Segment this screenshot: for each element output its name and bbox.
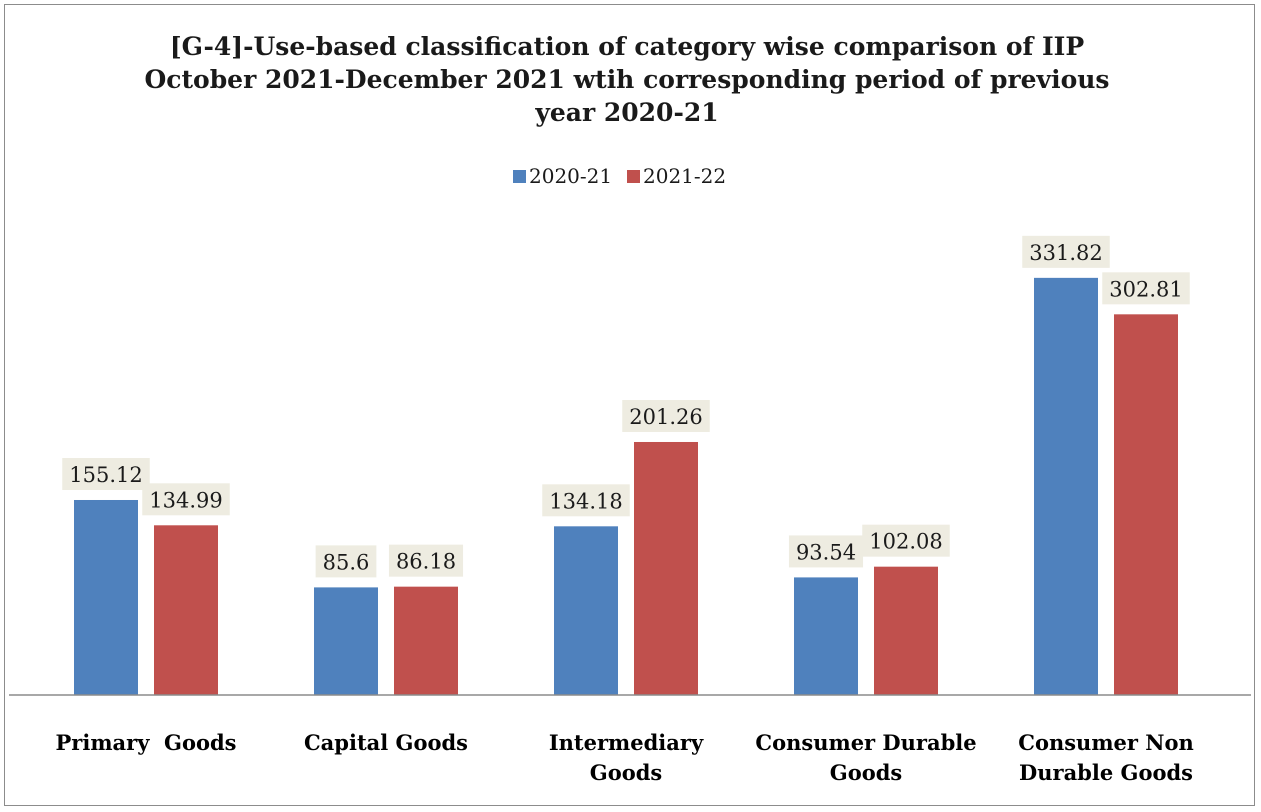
bar — [314, 587, 378, 695]
data-label: 134.18 — [542, 484, 630, 517]
data-label-text: 155.12 — [69, 463, 142, 487]
category-labels: Primary Goods Capital Goods Intermediary Go… — [55, 730, 1193, 785]
data-label-background — [788, 535, 864, 568]
data-label-background — [388, 544, 464, 577]
data-label-background — [542, 484, 630, 517]
bar-area — [74, 277, 1178, 695]
data-label-text: 302.81 — [1109, 277, 1182, 301]
data-label-background — [622, 399, 710, 432]
bar — [74, 499, 138, 695]
data-label-text: 134.18 — [549, 489, 622, 513]
data-label: 85.6 — [315, 545, 377, 578]
data-label: 331.82 — [1022, 235, 1110, 268]
legend-swatch — [513, 170, 526, 183]
chart-svg: [G-4]-Use-based classification of catego… — [9, 32, 1251, 785]
category-label: Durable Goods — [1019, 760, 1193, 785]
data-label: 102.08 — [862, 524, 950, 557]
legend-item: 2020-21 — [513, 164, 612, 188]
category-label: Capital Goods — [304, 730, 468, 755]
bar — [794, 577, 858, 695]
bar — [634, 441, 698, 695]
bar — [554, 526, 618, 695]
chart-title: [G-4]-Use-based classification of catego… — [144, 32, 1109, 127]
data-label-text: 134.99 — [149, 488, 222, 512]
data-label: 302.81 — [1102, 272, 1190, 305]
category-label: Goods — [590, 760, 662, 785]
bar — [154, 525, 218, 695]
data-label-background — [1102, 272, 1190, 305]
data-label-text: 102.08 — [869, 530, 942, 554]
category-label: Consumer Non — [1018, 730, 1194, 755]
data-label-text: 201.26 — [629, 405, 702, 429]
category-label: Goods — [830, 760, 902, 785]
chart-title-line: year 2020-21 — [534, 98, 718, 127]
data-label-text: 331.82 — [1029, 241, 1102, 265]
data-label: 155.12 — [62, 457, 150, 490]
data-label-text: 85.6 — [323, 550, 370, 574]
data-label-text: 93.54 — [796, 540, 856, 564]
data-label: 86.18 — [388, 544, 464, 577]
bar — [394, 586, 458, 695]
data-label-background — [315, 545, 377, 578]
chart-legend: 2020-21 2021-22 — [513, 164, 726, 188]
legend-item: 2021-22 — [627, 164, 726, 188]
legend-swatch — [627, 170, 640, 183]
data-label: 201.26 — [622, 399, 710, 432]
bar — [1114, 314, 1178, 695]
value-labels: 155.12 85.6 134.18 93.54 331.82 134.99 86.18 20… — [62, 235, 1190, 578]
legend-label: 2021-22 — [643, 164, 726, 188]
data-label: 93.54 — [788, 535, 864, 568]
bar — [874, 566, 938, 695]
legend-label: 2020-21 — [529, 164, 612, 188]
data-label: 134.99 — [142, 483, 230, 516]
category-label: Intermediary — [549, 730, 704, 755]
category-label: Consumer Durable — [755, 730, 976, 755]
data-label-text: 86.18 — [396, 550, 456, 574]
chart-title-line: October 2021-December 2021 wtih correspo… — [144, 65, 1109, 94]
data-label-background — [62, 457, 150, 490]
chart-frame: [G-4]-Use-based classification of catego… — [4, 4, 1255, 806]
bar — [1034, 277, 1098, 695]
data-label-background — [1022, 235, 1110, 268]
chart-title-line: [G-4]-Use-based classification of catego… — [170, 32, 1084, 61]
data-label-background — [862, 524, 950, 557]
data-label-background — [142, 483, 230, 516]
category-label: Primary Goods — [55, 730, 236, 755]
